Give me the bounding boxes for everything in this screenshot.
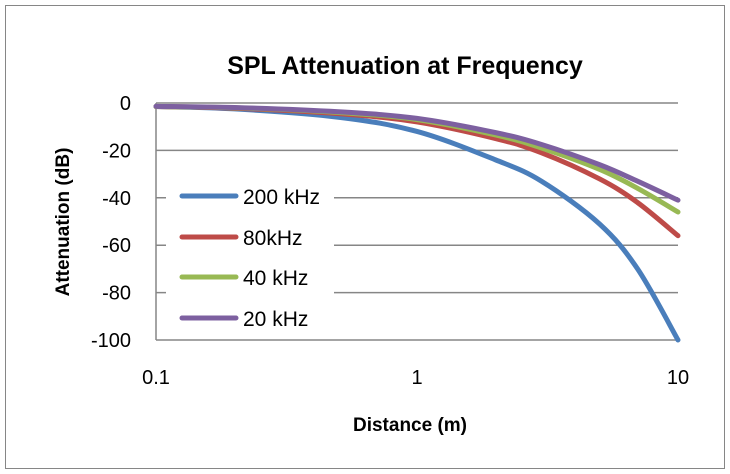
y-axis-label: Attenuation (dB) [53, 148, 74, 297]
y-tick-label: -40 [102, 188, 131, 210]
x-axis-label: Distance (m) [353, 415, 467, 436]
legend-label: 40 kHz [243, 267, 308, 290]
legend: 200 kHz 80kHz 40 kHz 20 kHz [166, 178, 334, 336]
x-tick-label: 0.1 [142, 367, 170, 389]
y-tick-label: -20 [102, 140, 131, 162]
legend-background [166, 178, 334, 336]
legend-label: 80kHz [243, 227, 303, 250]
x-tick-label: 10 [667, 367, 689, 389]
legend-label: 20 kHz [243, 308, 308, 331]
y-tick-label: -80 [102, 283, 131, 305]
y-tick-label: 0 [120, 93, 131, 115]
series-line-3 [153, 103, 681, 203]
y-tick-label: -60 [102, 235, 131, 257]
chart-title: SPL Attenuation at Frequency [227, 52, 583, 80]
y-tick-label: -100 [91, 330, 131, 352]
legend-label: 200 kHz [243, 186, 320, 209]
x-tick-label: 1 [411, 367, 422, 389]
chart-border [5, 5, 725, 469]
